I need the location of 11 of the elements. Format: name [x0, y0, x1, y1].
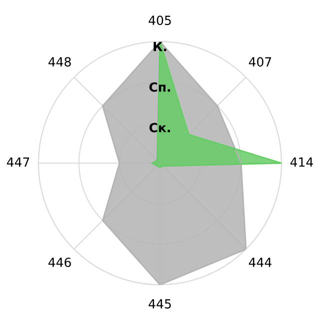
spoke-label: 446	[48, 258, 71, 268]
y-tick-label: Сп.	[149, 82, 170, 92]
spoke-label: 444	[248, 258, 272, 267]
y-tick-label: Ск.	[149, 122, 170, 132]
spoke-label: 407	[248, 57, 272, 67]
spoke-label: 405	[148, 16, 171, 26]
spoke-label: 447	[6, 158, 30, 167]
spoke-label: 448	[48, 57, 71, 67]
spoke-label: 445	[148, 299, 171, 309]
y-tick-label: К.	[154, 42, 166, 52]
spoke-label: 414	[290, 158, 313, 167]
